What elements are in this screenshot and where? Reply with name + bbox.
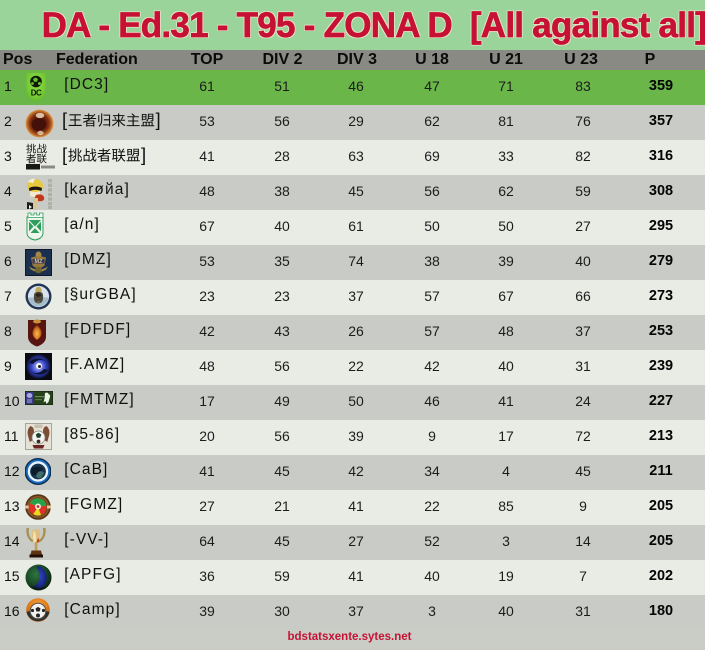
svg-text:DC: DC — [31, 89, 42, 98]
svg-text:]: ] — [141, 146, 146, 165]
svg-text:MZ: MZ — [35, 259, 44, 265]
svg-text:[: [ — [62, 111, 67, 130]
svg-text:[: [ — [62, 146, 67, 165]
svg-text:]: ] — [155, 111, 160, 130]
